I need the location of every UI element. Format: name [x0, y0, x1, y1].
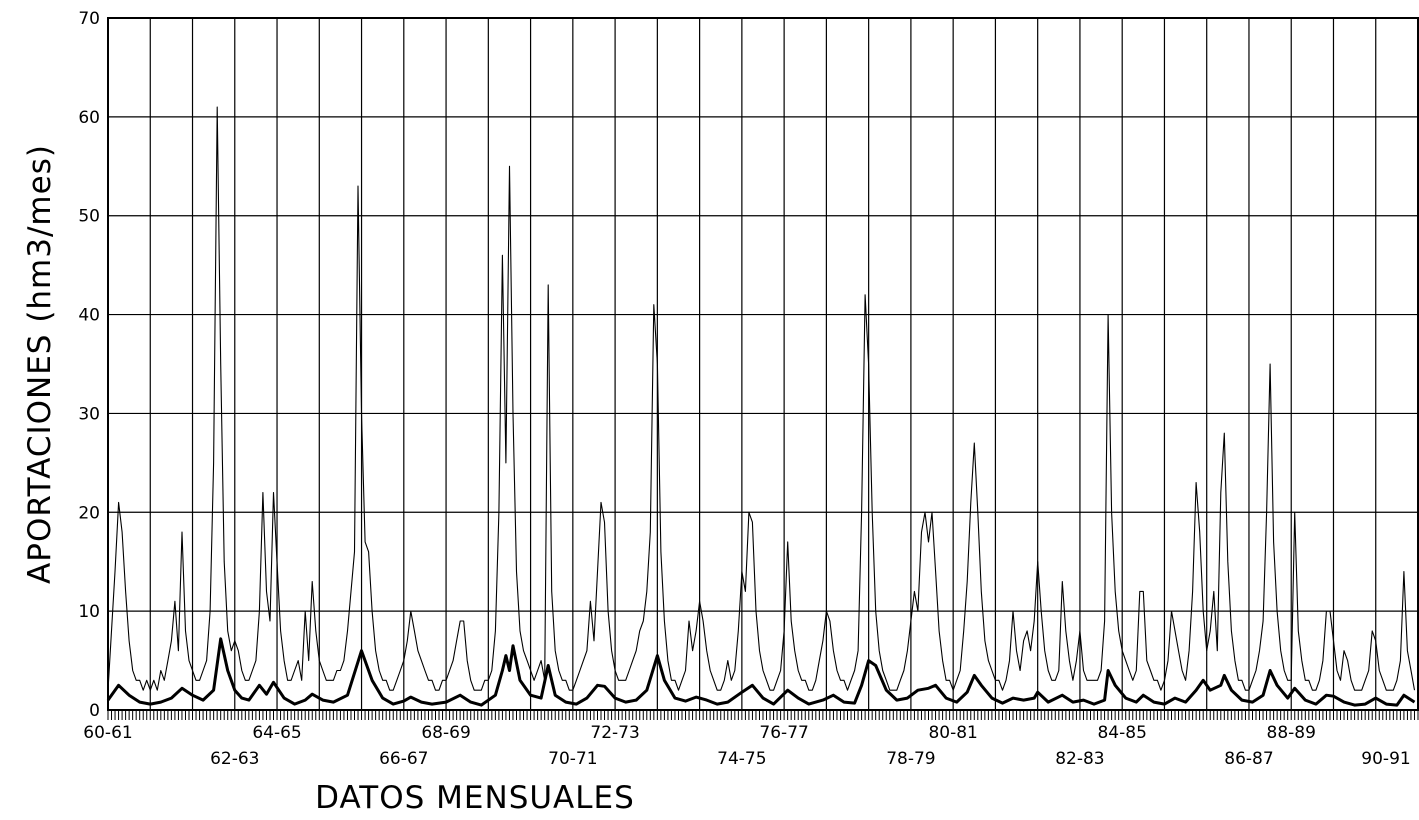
horizontal-gridlines [108, 17, 1418, 711]
y-tick-label: 10 [78, 602, 100, 622]
series-line-thin [107, 106, 1416, 691]
y-tick-label: 50 [78, 207, 100, 227]
x-tick-labels: 60-61 62-63 64-65 66-67 68-69 70-71 72-73 74-75… [83, 723, 1410, 769]
series-line-thick [106, 637, 1416, 707]
y-tick-label: 30 [78, 404, 100, 424]
x-tick-label: 66-67 [379, 749, 428, 769]
x-tick-label: 76-77 [759, 723, 808, 743]
x-tick-label: 90-91 [1361, 749, 1410, 769]
x-tick-label: 62-63 [210, 749, 259, 769]
x-tick-label: 74-75 [717, 749, 766, 769]
x-minor-ticks [107, 710, 1419, 720]
y-tick-label: 20 [78, 503, 100, 523]
plot-frame [107, 17, 1419, 711]
x-tick-label: 80-81 [928, 723, 977, 743]
x-tick-label: 84-85 [1097, 723, 1146, 743]
x-tick-label: 68-69 [421, 723, 470, 743]
x-tick-label: 86-87 [1224, 749, 1273, 769]
y-tick-labels: 0 10 20 30 40 50 60 70 [78, 9, 100, 721]
x-tick-label: 60-61 [83, 723, 132, 743]
x-axis-title: DATOS MENSUALES [315, 780, 635, 816]
x-tick-label: 64-65 [252, 723, 301, 743]
y-tick-label: 40 [78, 306, 100, 326]
x-tick-label: 72-73 [590, 723, 639, 743]
x-tick-label: 88-89 [1267, 723, 1316, 743]
x-tick-label: 70-71 [548, 749, 597, 769]
y-tick-label: 0 [89, 701, 100, 721]
y-tick-label: 70 [78, 9, 100, 29]
y-axis-title: APORTACIONES (hm3/mes) [22, 144, 58, 584]
y-tick-label: 60 [78, 108, 100, 128]
x-tick-label: 82-83 [1055, 749, 1104, 769]
x-tick-label: 78-79 [886, 749, 935, 769]
